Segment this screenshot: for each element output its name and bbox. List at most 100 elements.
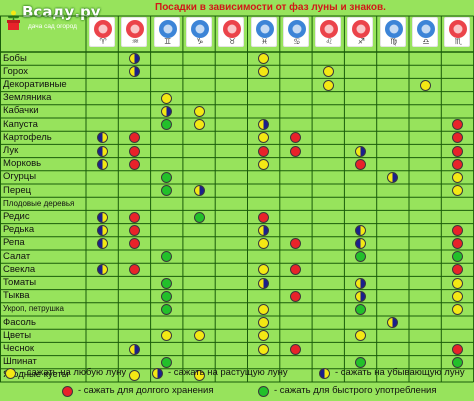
row-label: Репа <box>3 237 25 249</box>
zodiac-figure-icon <box>158 20 177 38</box>
cell-dot-storage <box>128 158 140 170</box>
cell-dot-any <box>258 53 270 65</box>
zodiac-glyph: ♋ <box>293 37 301 46</box>
zodiac-virgo-icon: ♍ <box>379 17 406 47</box>
flower-pot-icon <box>7 10 20 30</box>
row-label: Кабачки <box>3 105 39 117</box>
cell-dot-any <box>193 105 205 117</box>
cell-dot-waxing <box>258 119 270 131</box>
cell-dot-storage <box>451 145 463 157</box>
zodiac-glyph: ♈ <box>99 37 107 46</box>
zodiac-glyph: ♍ <box>390 37 398 46</box>
cell-dot-any <box>451 290 463 302</box>
cell-dot-waning <box>96 264 108 276</box>
cell-dot-any <box>161 330 173 342</box>
cell-dot-waning <box>96 158 108 170</box>
site-name: Всаду.ру <box>22 3 101 21</box>
cell-dot-fast <box>161 185 173 197</box>
legend-swatch-waxing <box>152 368 163 379</box>
legend-swatch-waning <box>319 368 330 379</box>
cell-dot-fast <box>161 251 173 263</box>
zodiac-figure-icon <box>255 20 274 38</box>
cell-dot-waxing <box>193 185 205 197</box>
cell-dot-any <box>419 79 431 91</box>
cell-dot-storage <box>451 343 463 355</box>
row-label: Бобы <box>3 52 27 64</box>
cell-dot-waxing <box>128 66 140 78</box>
zodiac-scorpio-icon: ♏ <box>444 17 471 47</box>
cell-dot-storage <box>128 132 140 144</box>
zodiac-figure-icon <box>449 20 468 38</box>
row-label: Перец <box>3 184 32 196</box>
legend-label: - сажать на убывающую луну <box>335 367 465 378</box>
cell-dot-fast <box>355 303 367 315</box>
site-tagline: дача сад огород <box>28 23 77 30</box>
cell-dot-any <box>322 79 334 91</box>
cell-dot-storage <box>290 264 302 276</box>
zodiac-glyph: ♑ <box>196 37 204 46</box>
cell-dot-any <box>258 158 270 170</box>
zodiac-leo-icon: ♌ <box>315 17 342 47</box>
cell-dot-any <box>258 317 270 329</box>
row-label: Салат <box>3 250 31 262</box>
cell-dot-waxing <box>387 317 399 329</box>
row-label: Ягодные кусты <box>3 369 69 381</box>
zodiac-sagittarius-icon: ♐ <box>347 17 374 47</box>
cell-dot-waning <box>96 224 108 236</box>
zodiac-glyph: ♌ <box>325 37 333 46</box>
zodiac-glyph: ♎ <box>422 37 430 46</box>
cell-dot-any <box>258 66 270 78</box>
cell-dot-fast <box>355 356 367 368</box>
cell-dot-storage <box>451 224 463 236</box>
row-label: Горох <box>3 65 29 77</box>
site-logo[interactable]: Всаду.ру дача сад огород <box>0 0 101 52</box>
cell-dot-storage <box>258 145 270 157</box>
legend-label: - сажать на растущую луну <box>168 367 288 378</box>
zodiac-aries-icon: ♈ <box>89 17 115 47</box>
cell-dot-fast <box>193 211 205 223</box>
zodiac-figure-icon <box>126 20 145 38</box>
chart-title: Посадки в зависимости от фаз луны и знак… <box>155 2 386 13</box>
row-label: Картофель <box>3 131 52 143</box>
cell-dot-waning <box>355 224 367 236</box>
row-label: Декоративные <box>3 78 67 90</box>
cell-dot-storage <box>451 119 463 131</box>
cell-dot-any <box>258 264 270 276</box>
cell-dot-storage <box>128 237 140 249</box>
cell-dot-any <box>451 171 463 183</box>
zodiac-libra-icon: ♎ <box>412 17 438 47</box>
cell-dot-storage <box>258 211 270 223</box>
zodiac-figure-icon <box>94 20 112 38</box>
cell-dot-any <box>258 343 270 355</box>
cell-dot-storage <box>128 145 140 157</box>
legend-swatch-fast <box>258 386 269 397</box>
cell-dot-fast <box>161 277 173 289</box>
zodiac-aquarius-icon: ♒ <box>121 17 148 47</box>
cell-dot-waxing <box>387 171 399 183</box>
cell-dot-storage <box>451 132 463 144</box>
legend-swatch-any <box>5 368 16 379</box>
cell-dot-any <box>258 303 270 315</box>
cell-dot-storage <box>290 237 302 249</box>
cell-dot-any <box>193 119 205 131</box>
zodiac-figure-icon <box>352 20 371 38</box>
cell-dot-fast <box>451 251 463 263</box>
cell-dot-storage <box>290 145 302 157</box>
zodiac-glyph: ♐ <box>357 37 365 46</box>
row-label: Тыква <box>3 290 30 302</box>
legend-swatch-storage <box>62 386 73 397</box>
cell-dot-any <box>451 185 463 197</box>
cell-dot-waxing <box>258 224 270 236</box>
row-label: Укроп, петрушка <box>3 304 64 314</box>
cell-dot-waning <box>96 237 108 249</box>
cell-dot-waxing <box>355 290 367 302</box>
row-label: Чеснок <box>3 342 35 354</box>
cell-dot-any <box>355 330 367 342</box>
zodiac-figure-icon <box>190 20 209 38</box>
cell-dot-waning <box>96 145 108 157</box>
zodiac-pisces-icon: ♓ <box>250 17 277 47</box>
cell-dot-storage <box>355 158 367 170</box>
cell-dot-storage <box>128 264 140 276</box>
row-label: Редис <box>3 210 30 222</box>
cell-dot-waning <box>96 132 108 144</box>
